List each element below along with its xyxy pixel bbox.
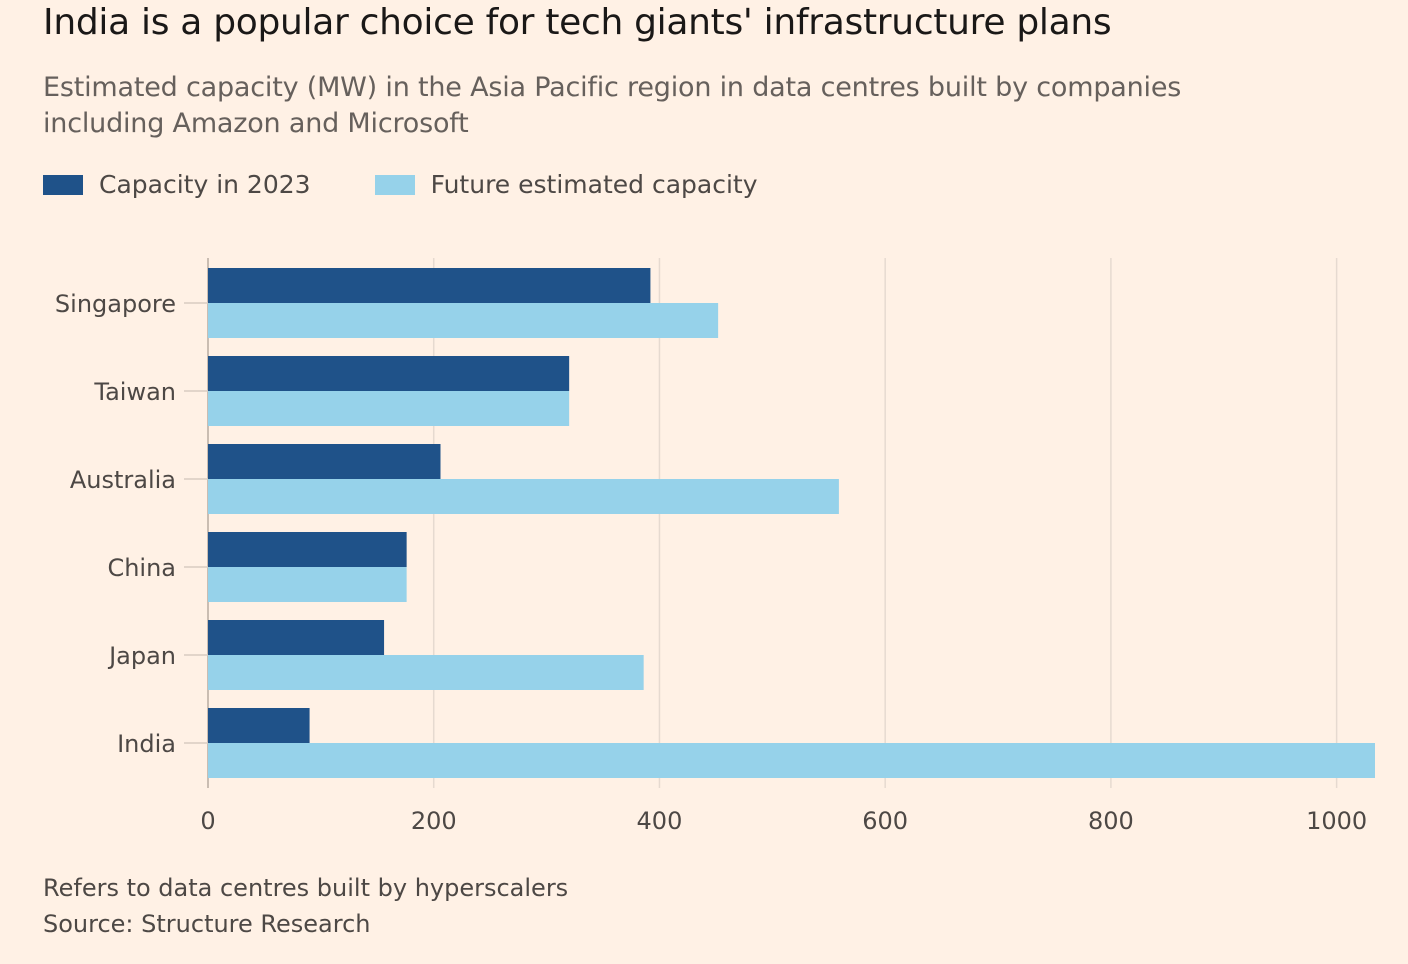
legend: Capacity in 2023 Future estimated capaci… bbox=[43, 170, 822, 199]
bar-china-future-capacity bbox=[208, 567, 407, 602]
x-tick-labels: 0 200 400 600 800 1000 bbox=[200, 807, 1367, 835]
bar-taiwan-capacity-2023 bbox=[208, 356, 570, 391]
bar-india-capacity-2023 bbox=[208, 708, 310, 743]
bars bbox=[208, 268, 1375, 778]
bar-singapore-capacity-2023 bbox=[208, 268, 651, 303]
chart-title: India is a popular choice for tech giant… bbox=[43, 2, 1112, 43]
x-tick-label-200: 200 bbox=[411, 807, 457, 835]
x-tick-label-800: 800 bbox=[1088, 807, 1134, 835]
x-tick-label-600: 600 bbox=[862, 807, 908, 835]
bar-japan-future-capacity bbox=[208, 655, 644, 690]
legend-swatch-capacity-2023 bbox=[43, 174, 83, 195]
bar-taiwan-future-capacity bbox=[208, 391, 570, 426]
footnote-note: Refers to data centres built by hypersca… bbox=[43, 874, 569, 902]
bar-india-future-capacity bbox=[208, 743, 1375, 778]
bar-chart: SingaporeTaiwanAustraliaChinaJapanIndia … bbox=[55, 258, 1375, 835]
category-label-taiwan: Taiwan bbox=[93, 378, 176, 406]
category-label-india: India bbox=[117, 730, 176, 758]
x-tick-label-400: 400 bbox=[637, 807, 683, 835]
footnote-source: Source: Structure Research bbox=[43, 910, 371, 938]
legend-label-future-capacity: Future estimated capacity bbox=[430, 170, 758, 199]
x-tick-label-1000: 1000 bbox=[1306, 807, 1367, 835]
chart-subtitle: Estimated capacity (MW) in the Asia Paci… bbox=[43, 72, 1182, 139]
gridlines bbox=[207, 258, 1338, 788]
legend-item-future-capacity: Future estimated capacity bbox=[374, 170, 758, 199]
category-label-japan: Japan bbox=[107, 642, 176, 670]
legend-swatch-future-capacity bbox=[374, 174, 415, 195]
x-tick-label-0: 0 bbox=[200, 807, 215, 835]
legend-item-capacity-2023: Capacity in 2023 bbox=[43, 170, 311, 199]
legend-label-capacity-2023: Capacity in 2023 bbox=[99, 170, 311, 199]
category-label-china: China bbox=[107, 554, 176, 582]
category-label-singapore: Singapore bbox=[55, 290, 176, 318]
bar-singapore-future-capacity bbox=[208, 303, 719, 338]
bar-japan-capacity-2023 bbox=[208, 620, 385, 655]
bar-australia-capacity-2023 bbox=[208, 444, 441, 479]
footnote: Refers to data centres built by hypersca… bbox=[43, 870, 568, 942]
category-labels: Singapore Taiwan Australia China Japan India bbox=[55, 290, 208, 758]
category-label-australia: Australia bbox=[70, 466, 176, 494]
bar-australia-future-capacity bbox=[208, 479, 839, 514]
bar-china-capacity-2023 bbox=[208, 532, 407, 567]
